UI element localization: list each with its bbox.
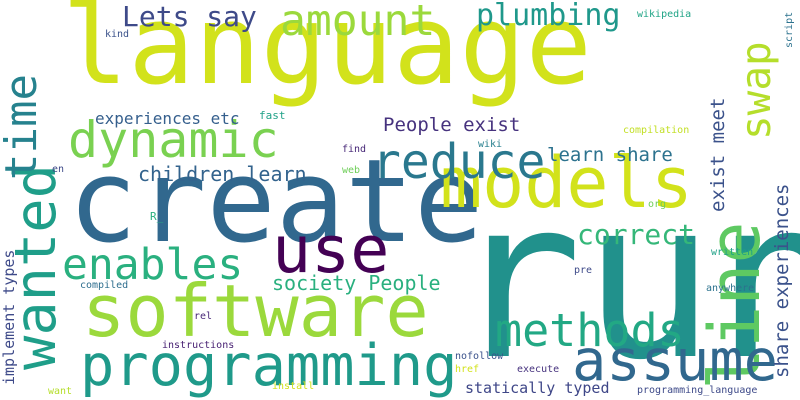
word: amount [280, 0, 436, 46]
word: execute [517, 364, 560, 375]
word: time [0, 74, 47, 180]
word: exist meet [707, 97, 729, 212]
word: statically typed [465, 379, 610, 397]
word: kind [105, 29, 130, 40]
word: wikipedia [637, 9, 692, 20]
word: methods [495, 304, 685, 357]
word: fast [259, 109, 286, 122]
word: R_ [150, 210, 164, 223]
word: software [82, 269, 429, 353]
word: web [342, 165, 361, 176]
word: programming_language [637, 385, 758, 396]
word: children learn [138, 162, 307, 186]
word: correct [577, 218, 696, 251]
word: href [455, 364, 480, 375]
word: language [62, 0, 592, 109]
word: org [648, 199, 667, 210]
word: install [272, 381, 315, 392]
word: pre [574, 265, 593, 276]
word: want [48, 386, 73, 397]
word: plumbing [476, 0, 621, 33]
word: anywhere [706, 283, 755, 294]
word: written [711, 247, 754, 258]
word: models [440, 142, 693, 224]
word: script [784, 11, 795, 48]
word: learn share [547, 144, 673, 166]
word: programming [80, 333, 458, 399]
word: Lets say [122, 0, 257, 33]
word: society People [272, 271, 441, 295]
word: share experiences [771, 183, 793, 378]
word: assume [572, 328, 778, 394]
word: dynamic [68, 111, 279, 169]
word: find [342, 144, 367, 155]
word: wiki [478, 139, 503, 150]
word: instructions [162, 340, 235, 351]
word: use [272, 213, 390, 288]
word: implement types [0, 249, 18, 385]
word: experiences etc [95, 109, 240, 128]
word: compiled [80, 280, 129, 291]
word: create [68, 135, 484, 269]
word: swap [732, 41, 780, 140]
word: en [52, 164, 65, 175]
word: rel [194, 311, 213, 322]
word: People exist [383, 114, 521, 136]
word: run [450, 152, 800, 400]
word: enables [62, 240, 244, 290]
word: nofollow [455, 351, 504, 362]
word: reduce [372, 134, 546, 190]
word: compilation [623, 125, 690, 136]
